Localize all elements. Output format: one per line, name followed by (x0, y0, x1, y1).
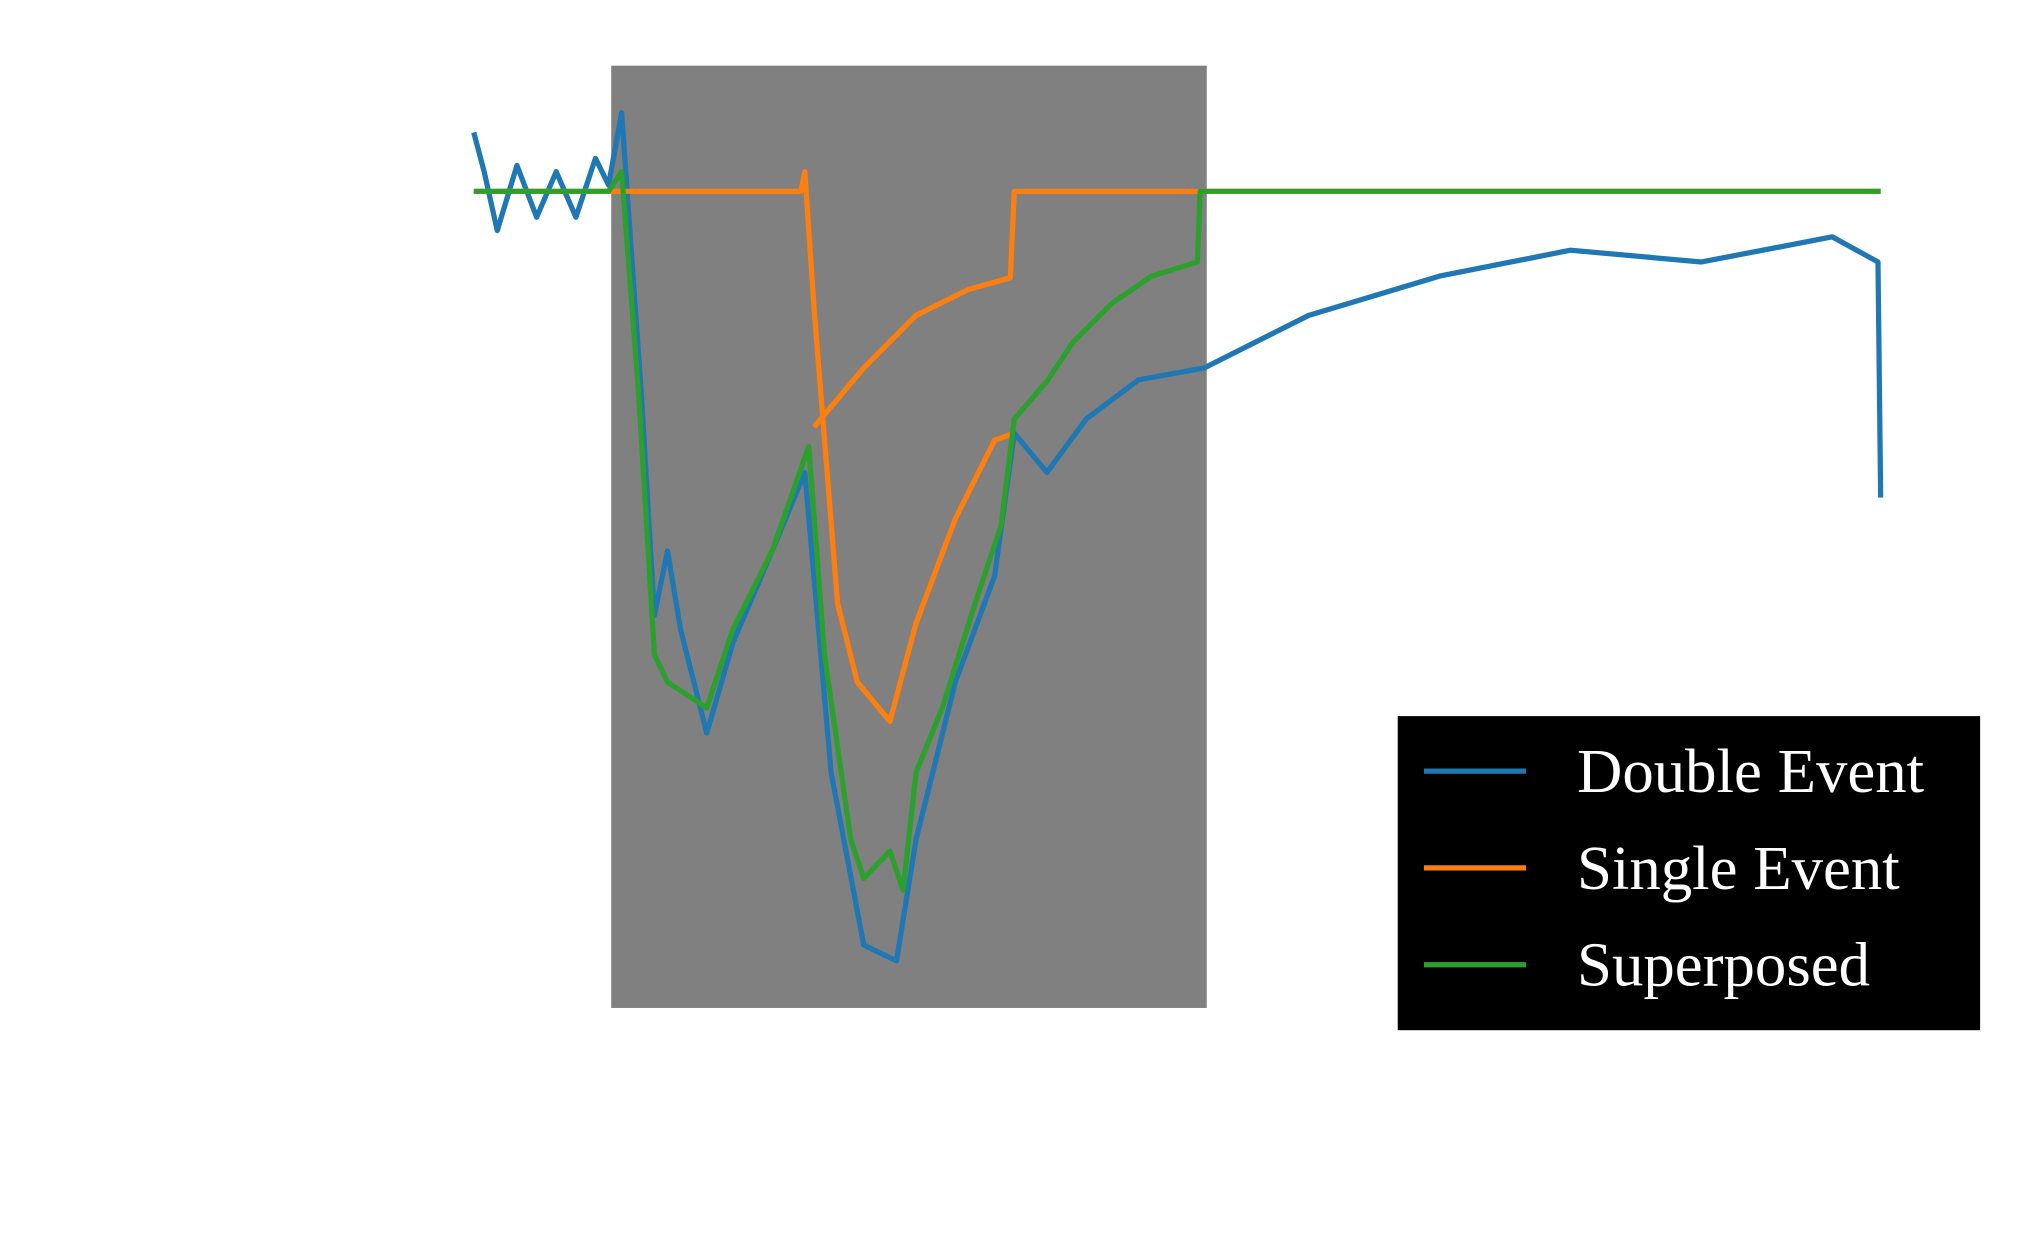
legend: Double Event Single Event Superposed (1397, 716, 1981, 1031)
legend-label: Single Event (1577, 833, 1900, 903)
series-line (473, 169, 1881, 893)
legend-label: Double Event (1577, 736, 1925, 806)
series-line (471, 110, 1884, 964)
series-line (473, 169, 1881, 724)
shaded-span (611, 65, 1207, 1008)
legend-label: Superposed (1577, 930, 1870, 1000)
